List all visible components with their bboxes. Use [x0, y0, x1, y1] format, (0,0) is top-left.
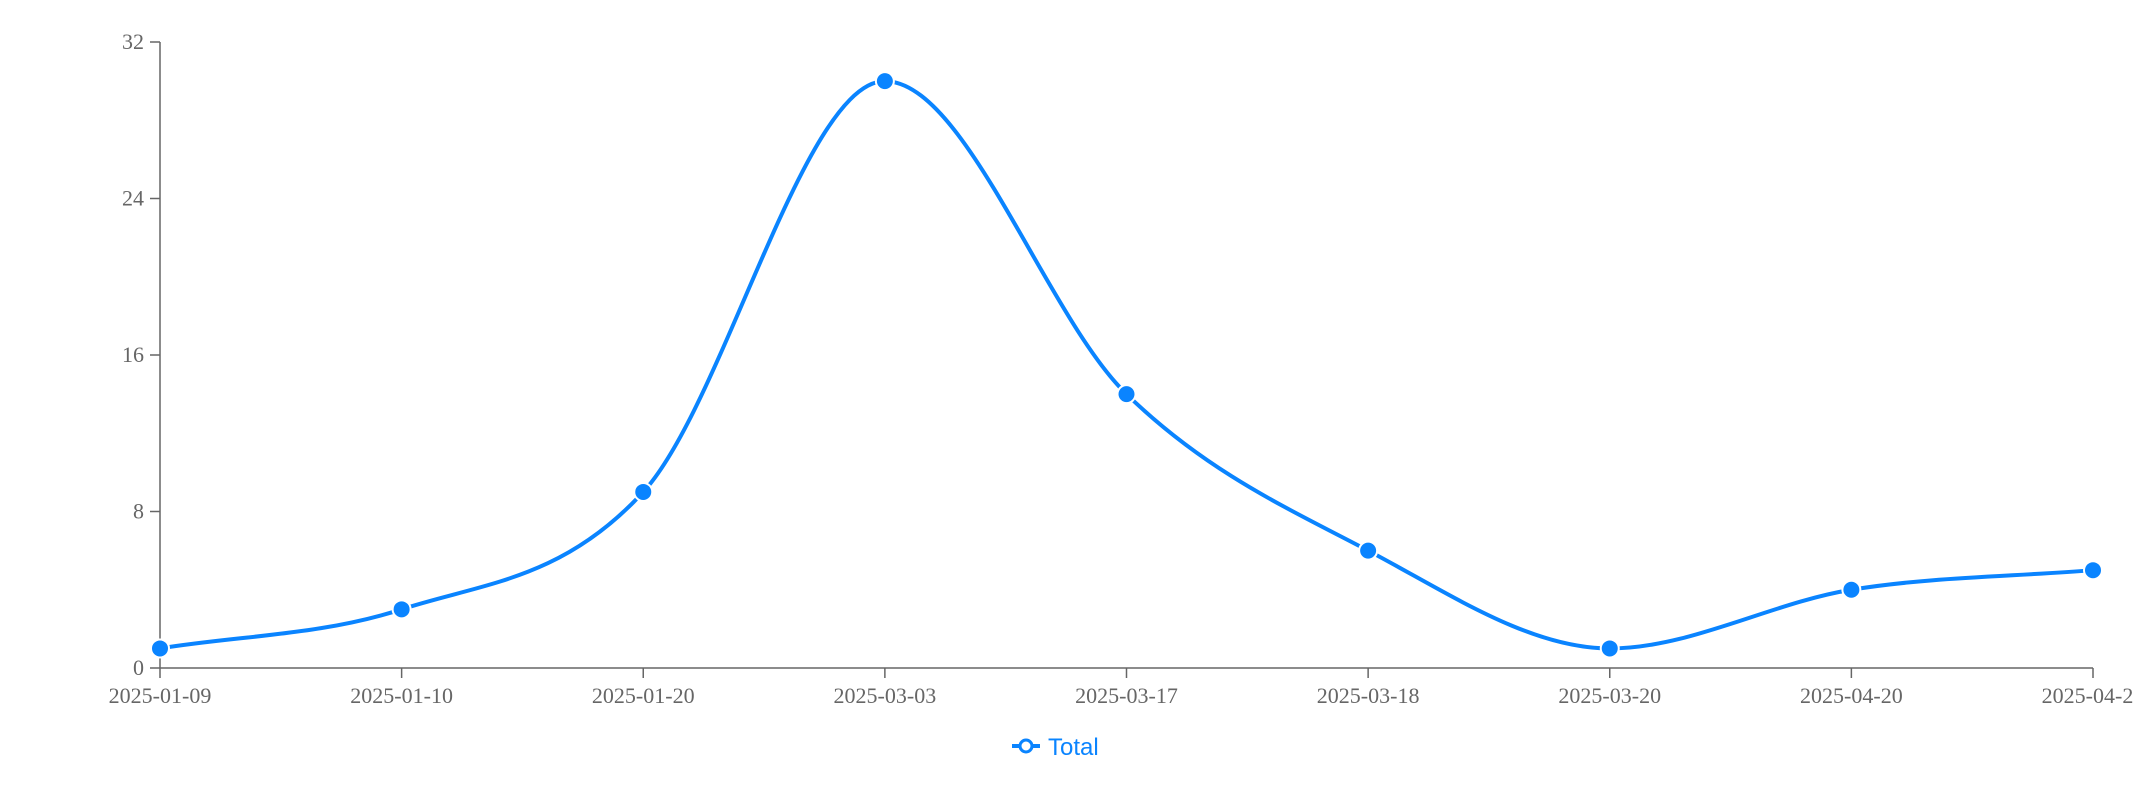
data-point[interactable]: [151, 639, 169, 657]
x-axis: 2025-01-09 2025-01-10 2025-01-20 2025-03-03…: [109, 668, 2134, 708]
y-axis: 0 8 16 24 32: [122, 29, 160, 680]
data-point[interactable]: [876, 72, 894, 90]
legend-label[interactable]: Total: [1048, 734, 1099, 761]
series-line-total: [160, 81, 2093, 648]
data-point[interactable]: [634, 483, 652, 501]
x-tick-label: 2025-04-20: [1800, 683, 1903, 708]
x-tick-label: 2025-01-20: [592, 683, 695, 708]
series-layer: [151, 72, 2102, 657]
y-tick-label: 0: [133, 655, 144, 680]
x-tick-label: 2025-01-09: [109, 683, 212, 708]
data-point[interactable]: [1118, 385, 1136, 403]
x-tick-label: 2025-01-10: [350, 683, 453, 708]
x-tick-label: 2025-03-03: [834, 683, 937, 708]
data-point[interactable]: [393, 600, 411, 618]
x-tick-label: 2025-04-21: [2042, 683, 2134, 708]
y-tick-label: 16: [122, 342, 144, 367]
data-point[interactable]: [1842, 581, 1860, 599]
x-tick-label: 2025-03-17: [1075, 683, 1178, 708]
data-point[interactable]: [2084, 561, 2102, 579]
y-tick-label: 24: [122, 186, 144, 211]
x-tick-label: 2025-03-18: [1317, 683, 1420, 708]
legend-marker-icon: [1020, 740, 1032, 752]
y-tick-label: 8: [133, 499, 144, 524]
y-tick-label: 32: [122, 29, 144, 54]
x-tick-label: 2025-03-20: [1558, 683, 1661, 708]
legend[interactable]: Total: [1012, 734, 1099, 761]
data-point[interactable]: [1601, 639, 1619, 657]
data-point[interactable]: [1359, 542, 1377, 560]
